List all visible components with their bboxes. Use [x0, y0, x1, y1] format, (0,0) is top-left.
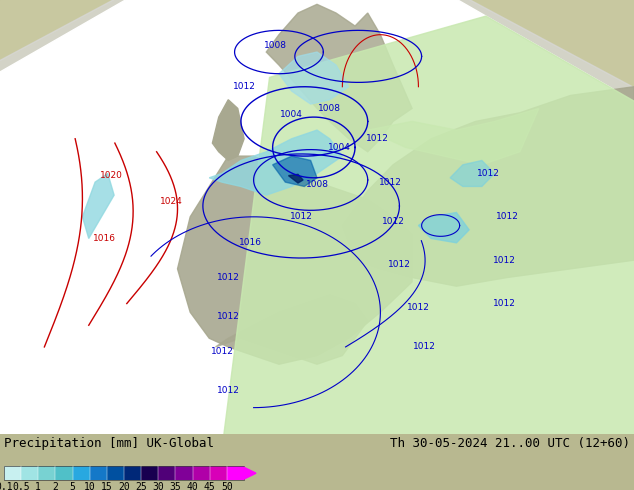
- Polygon shape: [209, 130, 342, 195]
- Text: 35: 35: [169, 482, 181, 490]
- Text: 1016: 1016: [239, 238, 262, 247]
- Polygon shape: [418, 213, 469, 243]
- Bar: [4, 466, 244, 480]
- Text: Precipitation [mm] UK-Global: Precipitation [mm] UK-Global: [4, 437, 214, 450]
- Text: 0.1: 0.1: [0, 482, 13, 490]
- Text: 1008: 1008: [318, 104, 341, 113]
- Polygon shape: [273, 156, 317, 187]
- Text: 1024: 1024: [160, 197, 183, 206]
- Text: 45: 45: [204, 482, 216, 490]
- Text: 1004: 1004: [328, 143, 351, 152]
- Polygon shape: [0, 130, 203, 304]
- Text: 1012: 1012: [413, 343, 436, 351]
- Bar: [227, 466, 244, 480]
- Text: 0.5: 0.5: [12, 482, 30, 490]
- Text: 1012: 1012: [217, 312, 240, 321]
- Bar: [4, 466, 21, 480]
- Text: 1012: 1012: [233, 82, 256, 91]
- Text: 40: 40: [186, 482, 198, 490]
- Text: 1012: 1012: [382, 217, 404, 226]
- Text: 1012: 1012: [366, 134, 389, 143]
- Text: 2: 2: [53, 482, 58, 490]
- Polygon shape: [342, 87, 634, 286]
- Text: 25: 25: [135, 482, 147, 490]
- Bar: [176, 466, 193, 480]
- Text: 15: 15: [101, 482, 113, 490]
- Text: 1012: 1012: [407, 303, 430, 313]
- Bar: [38, 466, 55, 480]
- Polygon shape: [450, 160, 495, 187]
- Text: 1: 1: [36, 482, 41, 490]
- Bar: [210, 466, 227, 480]
- Bar: [158, 466, 176, 480]
- Text: 5: 5: [70, 482, 75, 490]
- Text: 10: 10: [84, 482, 96, 490]
- Polygon shape: [82, 173, 114, 239]
- Text: 50: 50: [221, 482, 233, 490]
- Text: 1012: 1012: [493, 299, 515, 308]
- Polygon shape: [0, 0, 634, 434]
- Polygon shape: [368, 108, 539, 165]
- Text: 1012: 1012: [217, 273, 240, 282]
- Text: 1012: 1012: [290, 212, 313, 221]
- Text: 1012: 1012: [210, 347, 233, 356]
- Bar: [55, 466, 72, 480]
- Polygon shape: [217, 16, 634, 490]
- FancyArrow shape: [244, 467, 256, 479]
- Polygon shape: [216, 295, 368, 364]
- Bar: [193, 466, 210, 480]
- Text: 1012: 1012: [217, 386, 240, 395]
- Text: 1004: 1004: [280, 110, 303, 120]
- Text: 1020: 1020: [100, 171, 122, 180]
- Text: 20: 20: [118, 482, 130, 490]
- Polygon shape: [288, 174, 303, 183]
- Text: 1012: 1012: [388, 260, 411, 269]
- Polygon shape: [212, 100, 244, 160]
- Text: 1012: 1012: [493, 256, 515, 265]
- Bar: [72, 466, 90, 480]
- Text: 1008: 1008: [306, 180, 328, 189]
- Polygon shape: [279, 52, 349, 104]
- Text: Th 30-05-2024 21..00 UTC (12+60): Th 30-05-2024 21..00 UTC (12+60): [390, 437, 630, 450]
- Text: 1012: 1012: [378, 178, 401, 187]
- Bar: [90, 466, 107, 480]
- Bar: [107, 466, 124, 480]
- Text: 1008: 1008: [264, 41, 287, 50]
- Bar: [21, 466, 38, 480]
- Bar: [124, 466, 141, 480]
- Bar: [141, 466, 158, 480]
- Text: 1012: 1012: [477, 169, 500, 178]
- Polygon shape: [178, 156, 412, 364]
- Text: 1016: 1016: [93, 234, 116, 243]
- Polygon shape: [266, 4, 412, 152]
- Text: 30: 30: [152, 482, 164, 490]
- Text: 1012: 1012: [496, 212, 519, 221]
